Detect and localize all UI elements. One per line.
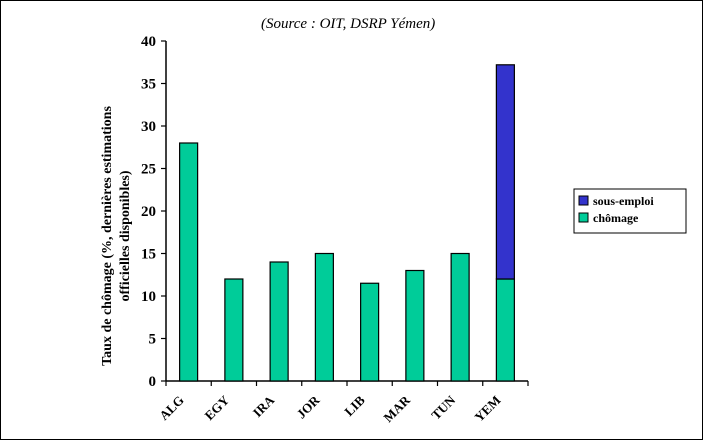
legend-swatch-sous-emploi [578,195,589,206]
y-tick-label: 40 [141,34,156,50]
x-tick-label: MAR [380,392,413,425]
y-axis-title-line-1: Taux de chômage (%, dernières estimation… [100,106,115,366]
bar-mar-chomage [405,269,425,382]
bar-alg-chomage [179,142,199,382]
bar-tun-chomage [450,252,470,382]
bar-yem-chomage [495,278,515,382]
x-tick-label: YEM [471,393,503,425]
y-tick-label: 0 [149,374,157,390]
y-tick-label: 20 [141,204,156,220]
legend-label-sous-emploi: sous-emploi [593,194,654,208]
bar-egy-chomage [224,278,244,382]
x-tick-label: IRA [250,392,278,420]
source-note: (Source : OIT, DSRP Yémen) [261,16,435,32]
y-tick-label: 5 [149,332,157,348]
x-tick-label: LIB [341,392,368,419]
bar-lib-chomage [360,282,380,382]
y-axis-title-line-2: officielles disponibles) [118,170,133,301]
y-tick-label: 35 [141,77,156,93]
x-tick-label: JOR [294,392,323,421]
legend: sous-emploi chômage [573,188,687,234]
plot-area: 0 5 10 15 20 25 30 35 40 ALG EGY IRA JOR LIB MAR TUN YEM [141,34,529,425]
bar-jor-chomage [314,252,334,382]
y-tick-label: 25 [141,162,156,178]
y-tick-label: 10 [141,289,156,305]
bar-yem-sous-emploi [495,64,515,280]
y-tick-label: 15 [141,247,156,263]
y-tick-label: 30 [141,119,156,135]
legend-box [573,188,687,234]
legend-swatch-chomage [578,212,589,223]
bar-ira-chomage [269,261,289,382]
x-tick-label: EGY [201,392,232,423]
legend-label-chomage: chômage [593,211,639,225]
x-tick-label: TUN [428,392,458,422]
x-tick-label: ALG [156,393,187,424]
